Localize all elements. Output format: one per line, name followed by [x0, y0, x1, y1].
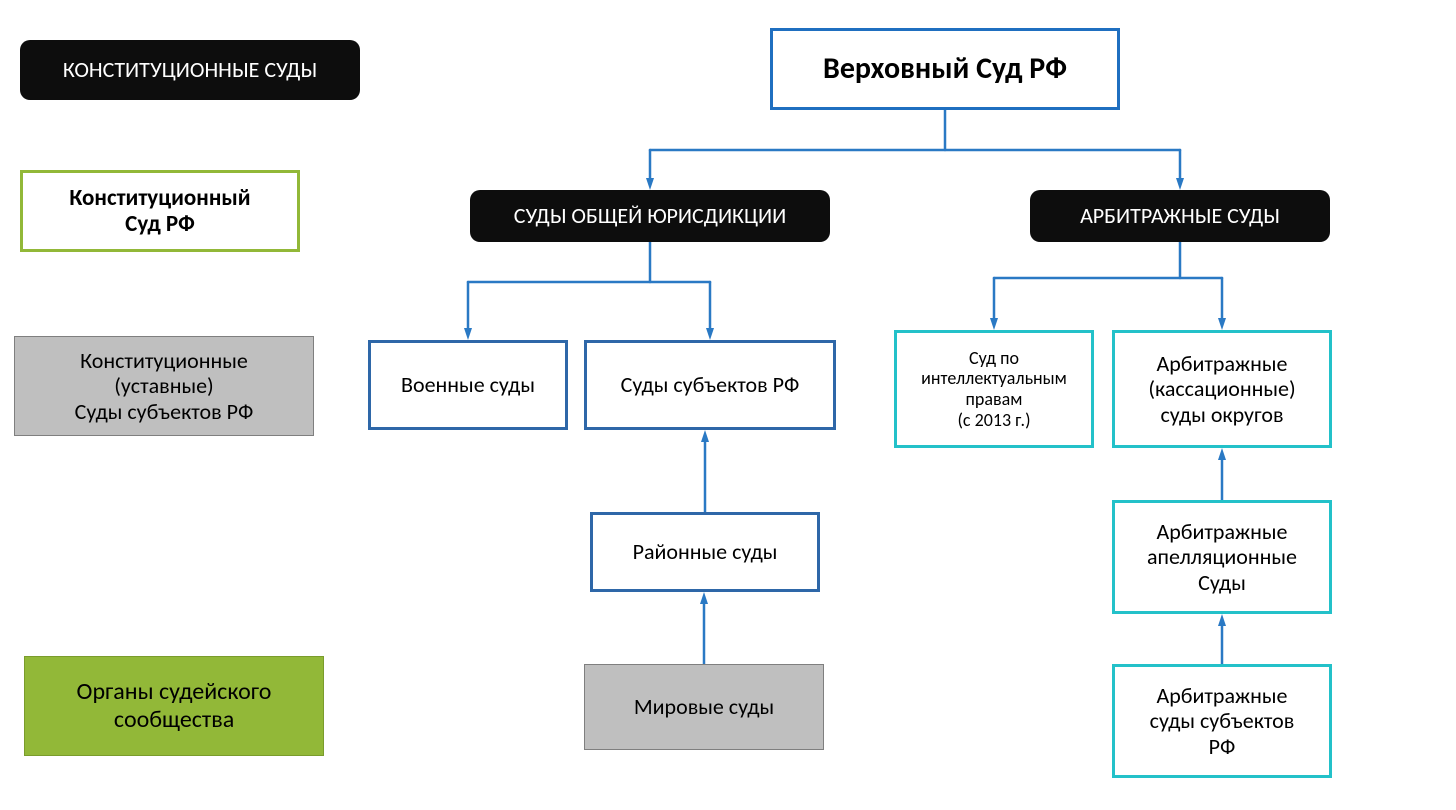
node-hdr-constitutional: КОНСТИТУЦИОННЫЕ СУДЫ — [20, 40, 360, 100]
node-label: СУДЫ ОБЩЕЙ ЮРИСДИКЦИИ — [514, 203, 787, 228]
node-label: КОНСТИТУЦИОННЫЕ СУДЫ — [63, 57, 317, 82]
node-district: Районные суды — [590, 512, 820, 592]
node-general-juris: СУДЫ ОБЩЕЙ ЮРИСДИКЦИИ — [470, 190, 830, 242]
node-military: Военные суды — [368, 340, 568, 430]
node-label: Суд по интеллектуальным правам (с 2013 г… — [921, 348, 1067, 431]
node-ip-court: Суд по интеллектуальным правам (с 2013 г… — [894, 330, 1094, 448]
node-arb-subjects: Арбитражные суды субъектов РФ — [1112, 664, 1332, 778]
diagram-canvas: КОНСТИТУЦИОННЫЕ СУДЫ Верховный Суд РФ Конс… — [0, 0, 1456, 810]
node-judicial-community: Органы судейского сообщества — [24, 656, 324, 756]
node-arbitration: АРБИТРАЖНЫЕ СУДЫ — [1030, 190, 1330, 242]
node-label: АРБИТРАЖНЫЕ СУДЫ — [1080, 203, 1280, 228]
node-label: Суды субъектов РФ — [621, 372, 800, 397]
node-label: Арбитражные (кассационные) суды округов — [1148, 351, 1295, 427]
node-label: Конституционные (уставные) Суды субъекто… — [75, 348, 254, 424]
node-label: Органы судейского сообщества — [77, 678, 272, 733]
node-label: Арбитражные суды субъектов РФ — [1150, 683, 1295, 759]
node-label: Верховный Суд РФ — [823, 52, 1067, 87]
node-magistrate: Мировые суды — [584, 664, 824, 750]
node-const-rf: Конституционный Суд РФ — [20, 170, 300, 252]
node-const-subjects: Конституционные (уставные) Суды субъекто… — [14, 336, 314, 436]
node-arb-appeal: Арбитражные апелляционные Суды — [1112, 500, 1332, 614]
node-supreme: Верховный Суд РФ — [770, 28, 1120, 110]
node-label: Конституционный Суд РФ — [69, 185, 250, 238]
node-arb-cass: Арбитражные (кассационные) суды округов — [1112, 330, 1332, 448]
node-subjects-general: Суды субъектов РФ — [584, 340, 836, 430]
node-label: Мировые суды — [634, 694, 774, 719]
node-label: Военные суды — [401, 372, 535, 397]
node-label: Районные суды — [633, 539, 778, 564]
node-label: Арбитражные апелляционные Суды — [1147, 519, 1297, 595]
